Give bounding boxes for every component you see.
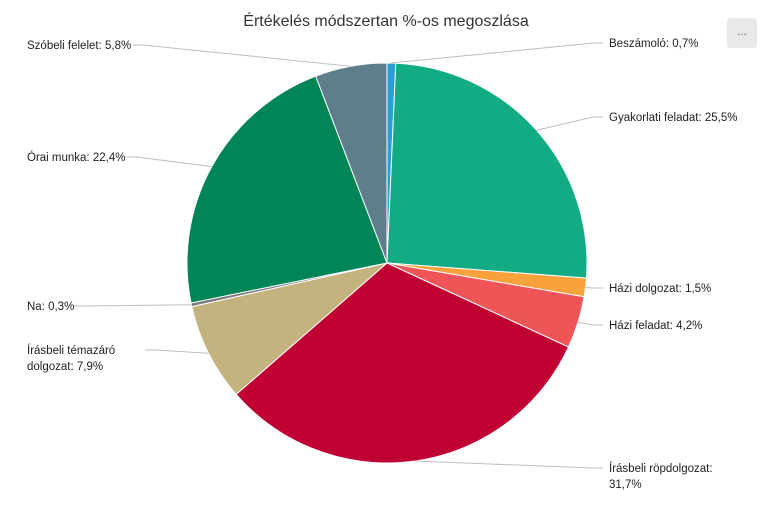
leader-line [391,42,603,64]
leader-line [415,460,603,469]
slice-label: Írásbeli röpdolgozat: 31,7% [609,462,713,491]
more-options-icon: ... [736,24,747,38]
chart-menu-button[interactable]: ... [727,18,757,48]
leader-line [133,44,351,67]
pie-slice[interactable] [315,62,388,264]
pie-slices [186,62,588,464]
slice-labels: Beszámoló: 0,7% Gyakorlati feladat: 25,5%… [27,38,738,491]
leader-lines [73,42,603,469]
slice-label: Gyakorlati feladat: 25,5% [609,112,738,124]
slice-label: Na: 0,3% [27,301,74,313]
leader-line [536,116,603,131]
slice-label: Órai munka: 22,4% [27,151,125,164]
pie-slice[interactable] [386,62,588,279]
slice-label: Beszámoló: 0,7% [609,38,699,50]
leader-line [73,304,192,307]
leader-line [127,156,212,168]
chart-title: Értékelés módszertan %-os megoszlása [243,11,529,30]
slice-label: Házi feladat: 4,2% [609,320,702,332]
slice-label: Szóbeli felelet: 5,8% [27,40,131,52]
slice-label: Írásbeli témazáró dolgozat: 7,9% [27,344,115,373]
leader-line [585,286,603,289]
leader-line [577,321,603,326]
leader-line [145,349,209,354]
slice-label: Házi dolgozat: 1,5% [609,283,711,295]
